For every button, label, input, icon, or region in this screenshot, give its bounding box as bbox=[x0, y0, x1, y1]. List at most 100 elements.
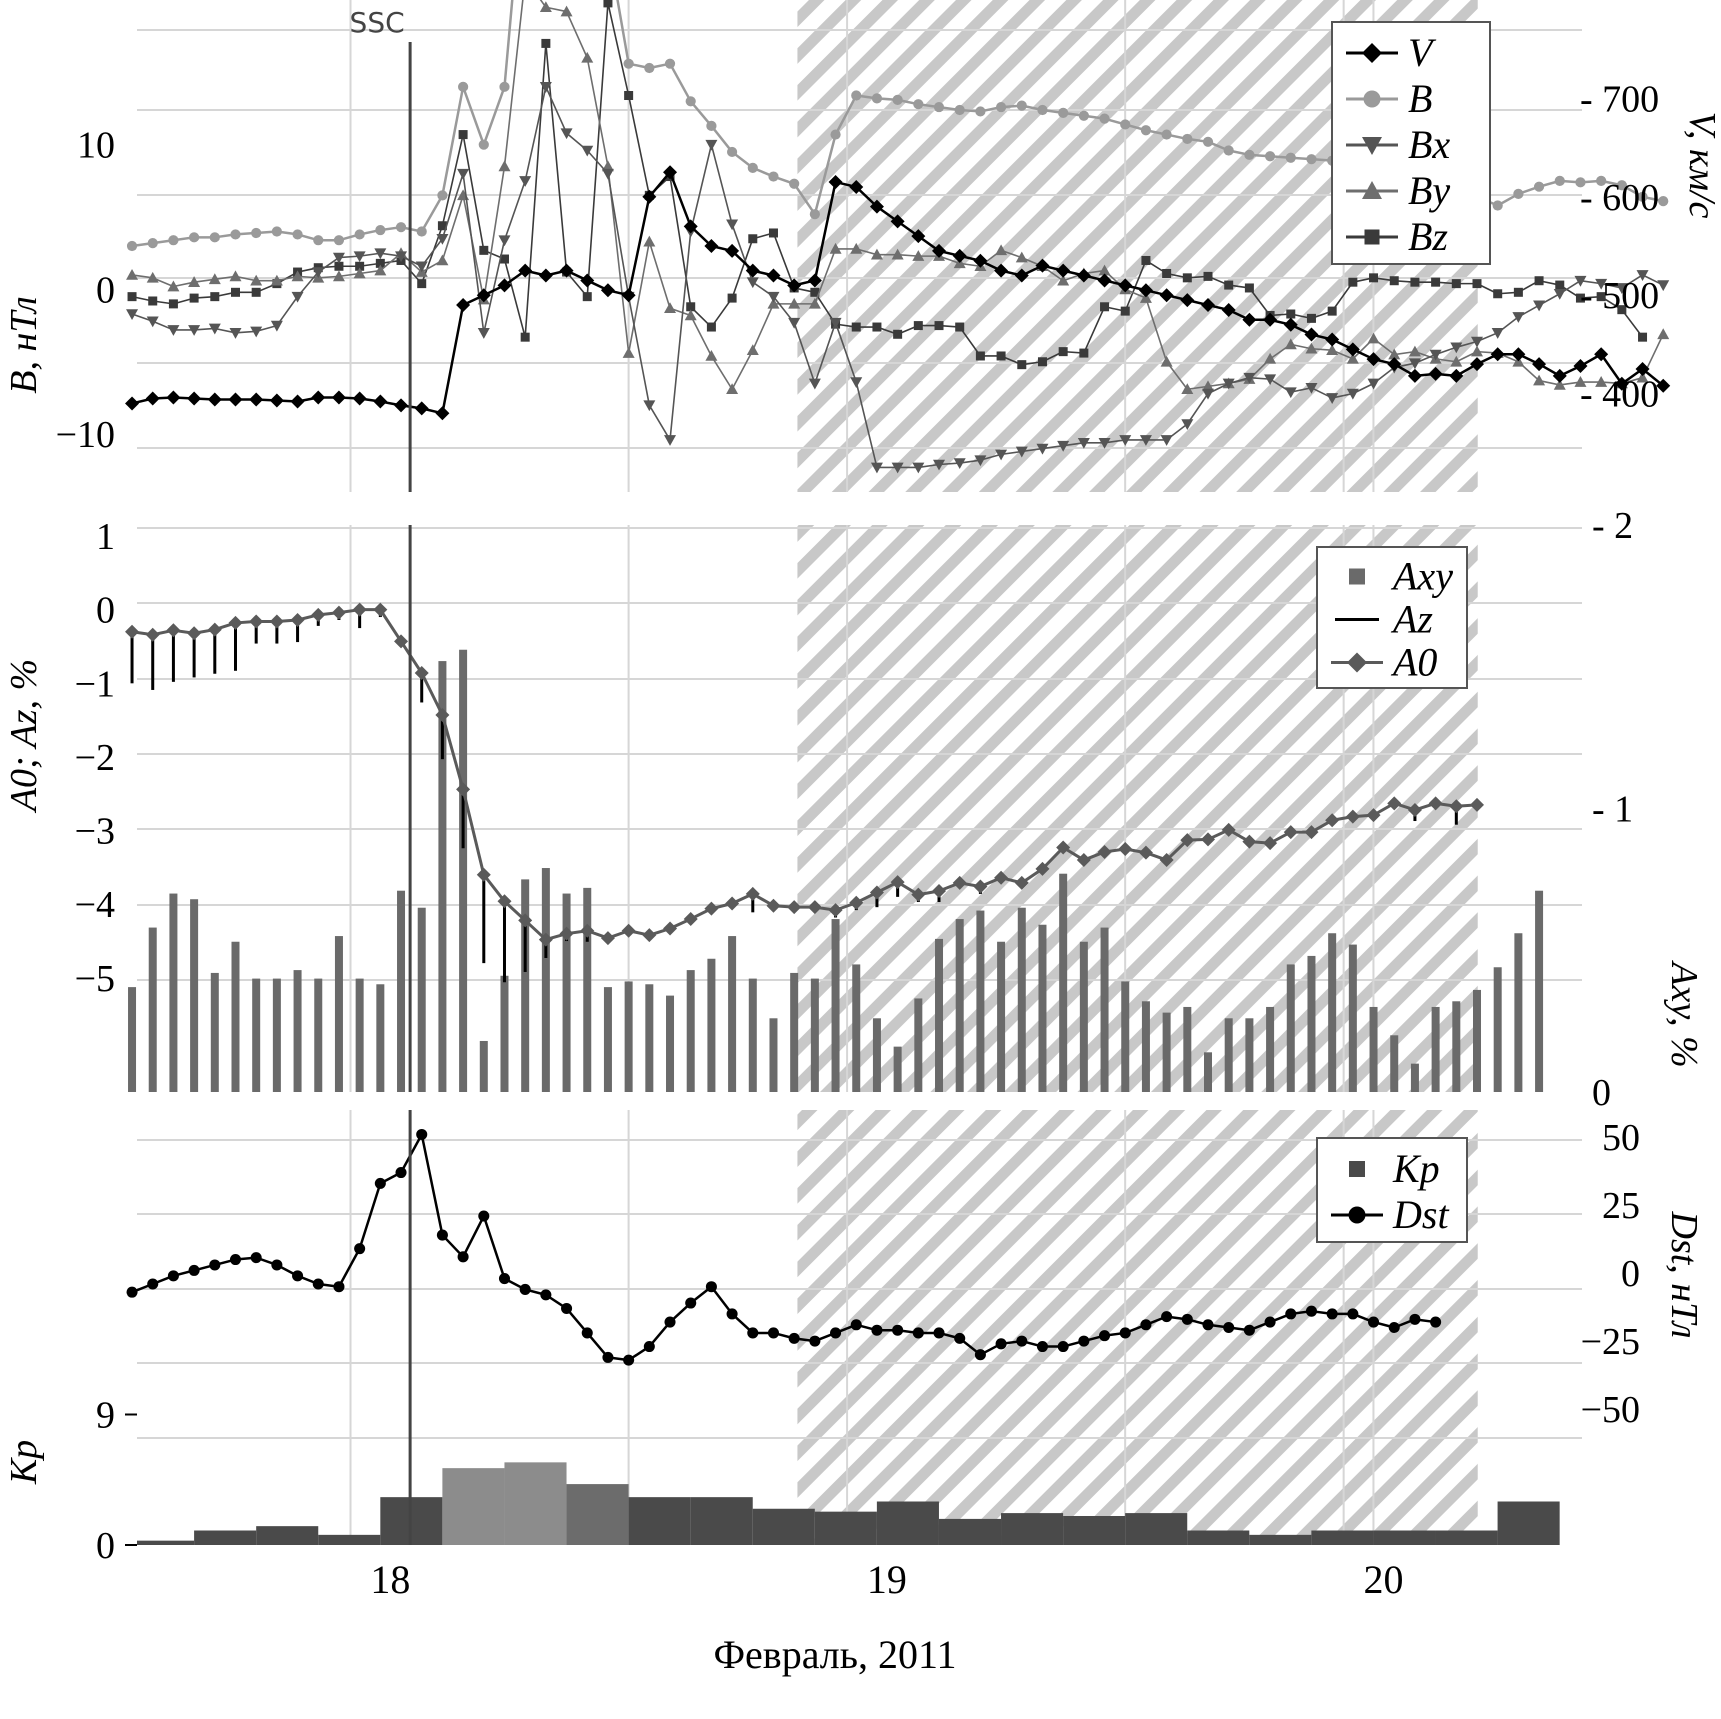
point-Dst bbox=[209, 1259, 221, 1271]
point-Bz bbox=[748, 234, 758, 244]
panel3-y2-tick: 0 bbox=[1621, 1253, 1640, 1295]
point-A0 bbox=[249, 614, 264, 629]
point-A0 bbox=[1387, 796, 1402, 811]
legend-label-A0: A0 bbox=[1390, 640, 1437, 685]
point-By bbox=[250, 274, 263, 286]
point-Bx bbox=[208, 323, 221, 335]
point-B bbox=[1244, 149, 1255, 160]
point-V bbox=[1283, 317, 1298, 332]
legend-panel1-box bbox=[1331, 21, 1491, 265]
point-A0 bbox=[642, 928, 657, 943]
point-B bbox=[892, 94, 903, 105]
panel2-y2-axis-label: Axy, % bbox=[1663, 959, 1705, 1068]
point-A0 bbox=[600, 931, 615, 946]
point-B bbox=[395, 222, 407, 233]
point-Bz bbox=[624, 91, 634, 101]
point-B bbox=[1140, 125, 1152, 136]
point-Bx bbox=[1119, 435, 1132, 446]
point-Dst bbox=[871, 1324, 883, 1336]
point-Dst bbox=[726, 1308, 738, 1320]
legend-swatch-Dst bbox=[1348, 1206, 1366, 1224]
point-V bbox=[476, 288, 491, 303]
point-Bz bbox=[1555, 280, 1565, 290]
point-A0 bbox=[745, 886, 760, 901]
point-V bbox=[1014, 268, 1029, 283]
panel3-y2-tick: −25 bbox=[1581, 1321, 1640, 1363]
point-A0 bbox=[994, 870, 1009, 885]
legend-panel3-box bbox=[1316, 1137, 1468, 1243]
point-Bx bbox=[1202, 388, 1215, 400]
point-B bbox=[1264, 151, 1276, 162]
point-B bbox=[726, 146, 738, 158]
point-A0 bbox=[518, 913, 533, 928]
bar-Axy bbox=[1473, 989, 1482, 1092]
series-V bbox=[125, 165, 1671, 421]
point-B bbox=[1658, 196, 1669, 207]
bar-Axy bbox=[935, 938, 944, 1092]
bar-Axy bbox=[1017, 907, 1026, 1092]
series-Dst-line bbox=[131, 1133, 1436, 1362]
bar-Axy bbox=[790, 972, 799, 1092]
point-A0 bbox=[187, 626, 202, 641]
point-By bbox=[126, 268, 139, 280]
point-V bbox=[1552, 368, 1567, 383]
point-V bbox=[435, 406, 450, 421]
point-Bz bbox=[1286, 309, 1296, 319]
point-Bx bbox=[167, 325, 180, 336]
point-Bx bbox=[891, 462, 904, 474]
point-By bbox=[1202, 380, 1215, 392]
point-By bbox=[705, 349, 718, 361]
bar-Axy bbox=[293, 970, 302, 1092]
point-V bbox=[249, 392, 264, 407]
point-V bbox=[642, 189, 657, 204]
point-Bz bbox=[417, 279, 427, 289]
point-B bbox=[644, 62, 655, 74]
panel1-y2-tick: - 500 bbox=[1580, 275, 1659, 317]
point-Bz bbox=[1410, 277, 1420, 287]
point-By bbox=[746, 344, 759, 355]
point-V bbox=[1490, 347, 1505, 362]
point-B bbox=[830, 129, 841, 140]
point-Bx bbox=[126, 309, 139, 321]
bar-Axy bbox=[1493, 967, 1502, 1092]
point-V bbox=[600, 283, 615, 298]
bar-Axy bbox=[1431, 1006, 1440, 1092]
point-B bbox=[416, 226, 427, 237]
point-Dst bbox=[933, 1327, 945, 1339]
point-Bx bbox=[291, 291, 304, 303]
bar-Axy bbox=[376, 984, 385, 1092]
point-Dst bbox=[1264, 1316, 1276, 1328]
point-B bbox=[871, 93, 883, 104]
point-By bbox=[601, 160, 614, 172]
point-B bbox=[478, 139, 489, 150]
bar-Axy bbox=[1266, 1006, 1275, 1092]
bar-Axy bbox=[252, 978, 261, 1092]
point-V bbox=[994, 263, 1009, 278]
point-Bx bbox=[457, 168, 470, 180]
point-Bx bbox=[974, 455, 987, 467]
point-Bx bbox=[1160, 435, 1173, 446]
bar-Kp bbox=[814, 1511, 877, 1545]
point-Dst bbox=[1388, 1321, 1400, 1334]
panel2-y2-tick: - 1 bbox=[1592, 789, 1633, 831]
point-Bz bbox=[127, 292, 137, 302]
point-By bbox=[1450, 355, 1463, 367]
point-Bz bbox=[1224, 280, 1234, 290]
point-Bx bbox=[1367, 378, 1380, 390]
bar-Kp bbox=[938, 1518, 1002, 1545]
panel2-y2-tick: - 2 bbox=[1592, 505, 1633, 547]
point-A0 bbox=[1201, 832, 1216, 847]
point-Bz bbox=[810, 287, 820, 297]
point-A0 bbox=[932, 883, 947, 898]
panel1-y-tick: −10 bbox=[56, 414, 115, 456]
legend-swatch-B bbox=[1363, 90, 1381, 108]
point-B bbox=[499, 81, 510, 92]
point-V bbox=[890, 214, 905, 229]
panel1-y2-axis-label: V, км/с bbox=[1681, 112, 1721, 219]
point-A0 bbox=[849, 895, 864, 910]
bar-Axy bbox=[521, 879, 530, 1092]
point-V bbox=[766, 268, 781, 283]
point-Bx bbox=[477, 328, 490, 339]
point-V bbox=[932, 243, 947, 258]
